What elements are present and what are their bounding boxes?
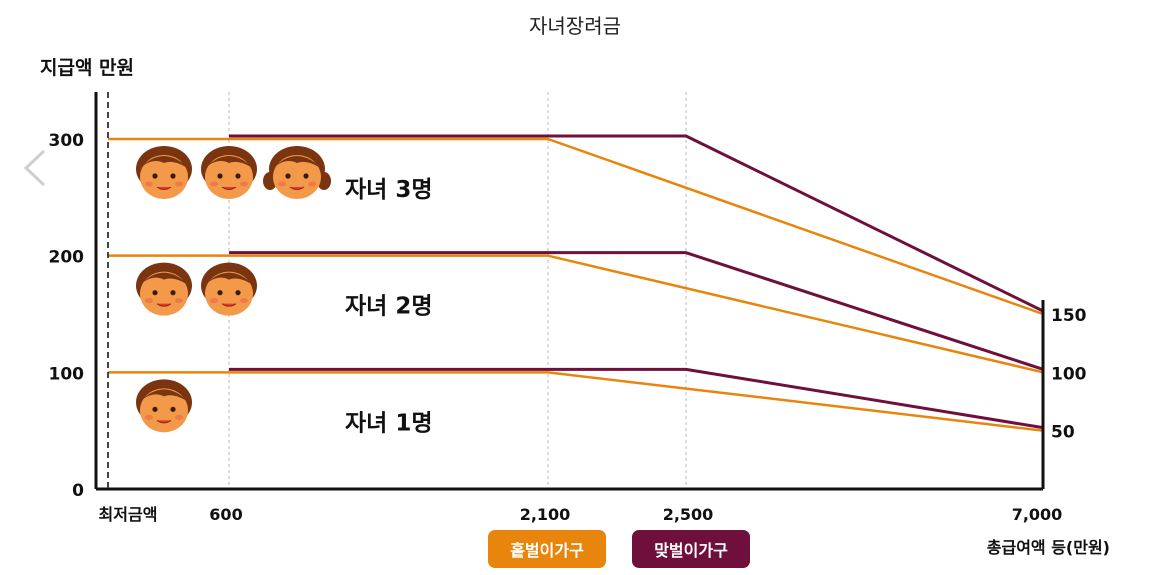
dual-income-line-children-1 [229,367,1044,430]
x-tick-2100: 2,100 [520,505,571,524]
page-title: 자녀장려금 [529,14,621,38]
single-income-line-children-2 [108,254,1044,374]
dual-income-line-children-3 [229,134,1044,313]
x-tick-600: 600 [209,505,242,524]
series-lines [108,134,1044,432]
axes [94,92,1045,491]
child-face-icon [263,146,331,199]
x-tick-2500: 2,500 [663,505,714,524]
annotation-children-3: 자녀 3명 [345,177,433,203]
single-income-line-children-3 [108,137,1044,316]
x-tick-min: 최저금액 [99,505,158,524]
faces [136,146,331,433]
y-tick-100: 100 [49,364,85,384]
right-tick-100: 100 [1051,364,1087,384]
child-face-icon [136,379,192,433]
dual-income-line-children-2 [229,251,1044,371]
y-tick-300: 300 [49,131,85,151]
y-axis-label: 지급액 만원 [40,57,134,79]
annotation-children-1: 자녀 1명 [345,410,433,436]
right-tick-150: 150 [1051,306,1087,326]
x-tick-7000: 7,000 [1012,505,1063,524]
right-tick-50: 50 [1051,423,1075,443]
child-face-icon [136,146,192,199]
single-income-line-children-1 [108,371,1044,432]
y-tick-200: 200 [49,248,85,268]
child-face-icon [201,262,257,316]
chart-texts: 지급액 만원 0 100 200 300 최저금액 600 2,100 2,500 7,000 총급… [40,57,1110,557]
legend-dual-income: 맞벌이가구 [632,530,750,568]
x-axis-label: 총급여액 등(만원) [987,538,1110,557]
child-face-icon [201,146,257,199]
legend-single-income: 홑벌이가구 [488,530,606,568]
chevron-left-icon[interactable] [16,145,56,191]
y-tick-0: 0 [72,481,84,501]
annotation-children-2: 자녀 2명 [345,294,433,320]
child-face-icon [136,262,192,316]
